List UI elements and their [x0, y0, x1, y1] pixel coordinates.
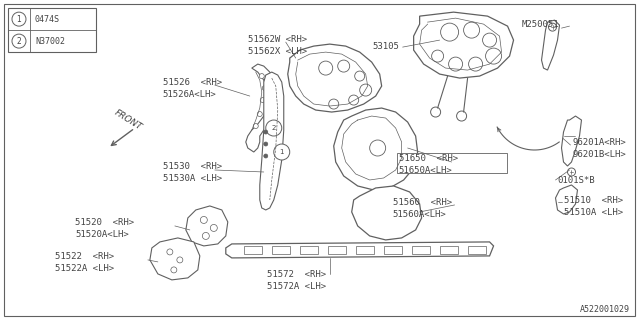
Text: 51520A<LH>: 51520A<LH> — [75, 230, 129, 239]
Text: 51520  <RH>: 51520 <RH> — [75, 218, 134, 227]
Text: 0474S: 0474S — [35, 15, 60, 24]
Polygon shape — [150, 238, 200, 280]
Bar — [440, 246, 458, 254]
Circle shape — [319, 61, 333, 75]
Bar — [244, 246, 262, 254]
Circle shape — [355, 71, 365, 81]
Circle shape — [12, 12, 26, 26]
Circle shape — [349, 95, 358, 105]
Bar — [412, 246, 429, 254]
Polygon shape — [260, 72, 284, 210]
Bar — [300, 246, 317, 254]
Circle shape — [360, 84, 372, 96]
Circle shape — [12, 34, 26, 48]
Circle shape — [264, 154, 268, 158]
Polygon shape — [413, 12, 513, 78]
Text: 51562X <LH>: 51562X <LH> — [248, 47, 307, 56]
Bar — [328, 246, 346, 254]
Polygon shape — [333, 108, 418, 190]
Circle shape — [266, 120, 282, 136]
Circle shape — [483, 33, 497, 47]
Bar — [383, 246, 402, 254]
Circle shape — [463, 22, 479, 38]
Polygon shape — [186, 206, 228, 246]
Text: 51526A<LH>: 51526A<LH> — [163, 90, 216, 99]
Text: 96201A<RH>: 96201A<RH> — [573, 138, 627, 147]
Bar — [8, 8, 96, 52]
Text: 53105: 53105 — [372, 42, 399, 51]
Polygon shape — [226, 242, 493, 258]
Text: 51650  <RH>: 51650 <RH> — [399, 154, 458, 163]
Circle shape — [370, 140, 386, 156]
Text: 51650A<LH>: 51650A<LH> — [399, 166, 452, 175]
Text: 96201B<LH>: 96201B<LH> — [573, 150, 627, 159]
Text: A522001029: A522001029 — [579, 305, 630, 314]
Circle shape — [456, 111, 467, 121]
Bar — [356, 246, 374, 254]
Text: 0101S*B: 0101S*B — [557, 176, 595, 185]
Circle shape — [274, 144, 290, 160]
Bar — [397, 153, 506, 173]
Text: 51560  <RH>: 51560 <RH> — [393, 198, 452, 207]
Circle shape — [260, 98, 265, 102]
Text: 51572A <LH>: 51572A <LH> — [267, 282, 326, 291]
Polygon shape — [288, 44, 381, 112]
Bar — [468, 246, 486, 254]
Circle shape — [486, 48, 502, 64]
Circle shape — [338, 60, 349, 72]
Circle shape — [211, 224, 218, 231]
Text: 51572  <RH>: 51572 <RH> — [267, 270, 326, 279]
Circle shape — [200, 216, 207, 223]
Circle shape — [449, 57, 463, 71]
Circle shape — [468, 57, 483, 71]
Bar — [272, 246, 290, 254]
Circle shape — [167, 249, 173, 255]
Polygon shape — [352, 186, 422, 240]
Circle shape — [548, 23, 557, 31]
Circle shape — [262, 85, 268, 91]
Text: FRONT: FRONT — [113, 108, 143, 132]
Text: 1: 1 — [280, 149, 284, 155]
Circle shape — [440, 23, 459, 41]
Text: 51526  <RH>: 51526 <RH> — [163, 78, 222, 87]
Text: 51562W <RH>: 51562W <RH> — [248, 35, 307, 44]
Circle shape — [259, 74, 264, 79]
Text: N37002: N37002 — [35, 36, 65, 46]
Polygon shape — [541, 20, 559, 70]
Circle shape — [264, 142, 268, 146]
Text: 51522  <RH>: 51522 <RH> — [55, 252, 114, 261]
Circle shape — [431, 107, 440, 117]
Circle shape — [264, 130, 268, 134]
Text: 51530  <RH>: 51530 <RH> — [163, 162, 222, 171]
Circle shape — [177, 257, 183, 263]
Circle shape — [431, 50, 444, 62]
Circle shape — [202, 232, 209, 239]
Text: 51560A<LH>: 51560A<LH> — [393, 210, 447, 219]
Text: 51510  <RH>: 51510 <RH> — [563, 196, 623, 205]
Text: 2: 2 — [271, 125, 276, 131]
Circle shape — [171, 267, 177, 273]
Text: 51510A <LH>: 51510A <LH> — [563, 208, 623, 217]
Text: 2: 2 — [17, 36, 21, 46]
Text: 51530A <LH>: 51530A <LH> — [163, 174, 222, 183]
Text: 51522A <LH>: 51522A <LH> — [55, 264, 114, 273]
Polygon shape — [246, 64, 278, 152]
Circle shape — [329, 99, 339, 109]
Text: 1: 1 — [17, 15, 21, 24]
Circle shape — [257, 112, 262, 116]
Polygon shape — [561, 116, 582, 166]
Circle shape — [253, 124, 259, 129]
Polygon shape — [556, 185, 577, 214]
Text: M250051: M250051 — [522, 20, 559, 29]
Circle shape — [568, 168, 575, 176]
